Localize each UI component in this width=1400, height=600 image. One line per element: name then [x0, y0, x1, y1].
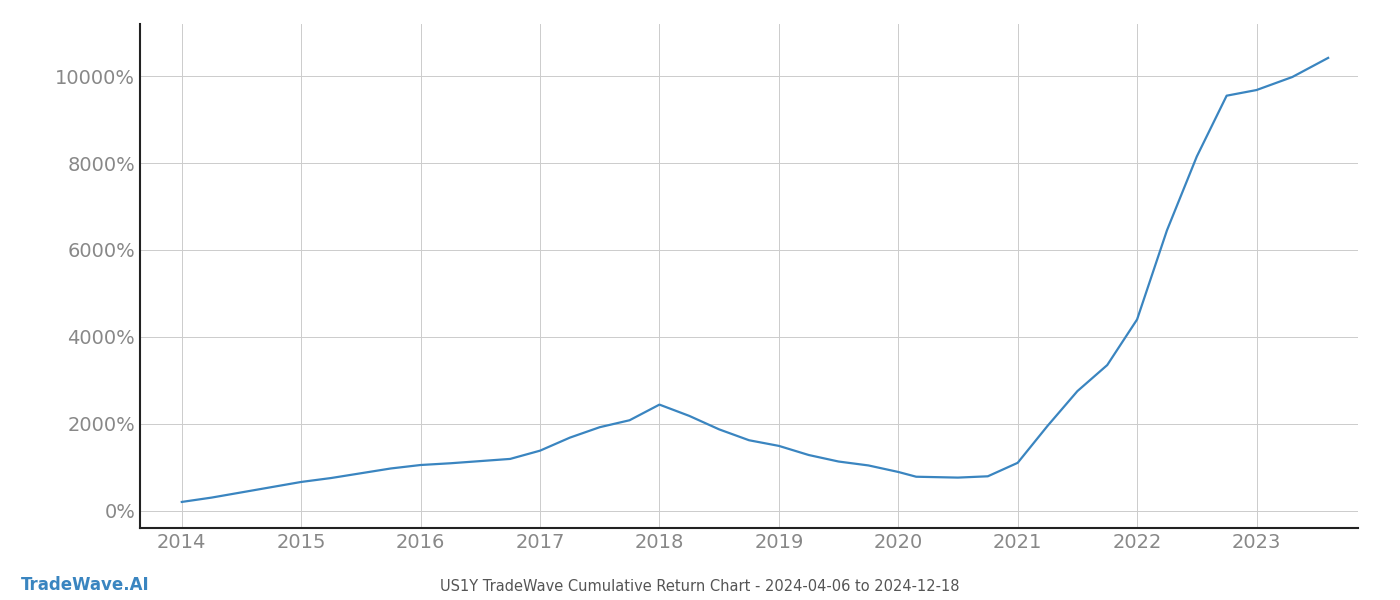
- Text: US1Y TradeWave Cumulative Return Chart - 2024-04-06 to 2024-12-18: US1Y TradeWave Cumulative Return Chart -…: [440, 579, 960, 594]
- Text: TradeWave.AI: TradeWave.AI: [21, 576, 150, 594]
